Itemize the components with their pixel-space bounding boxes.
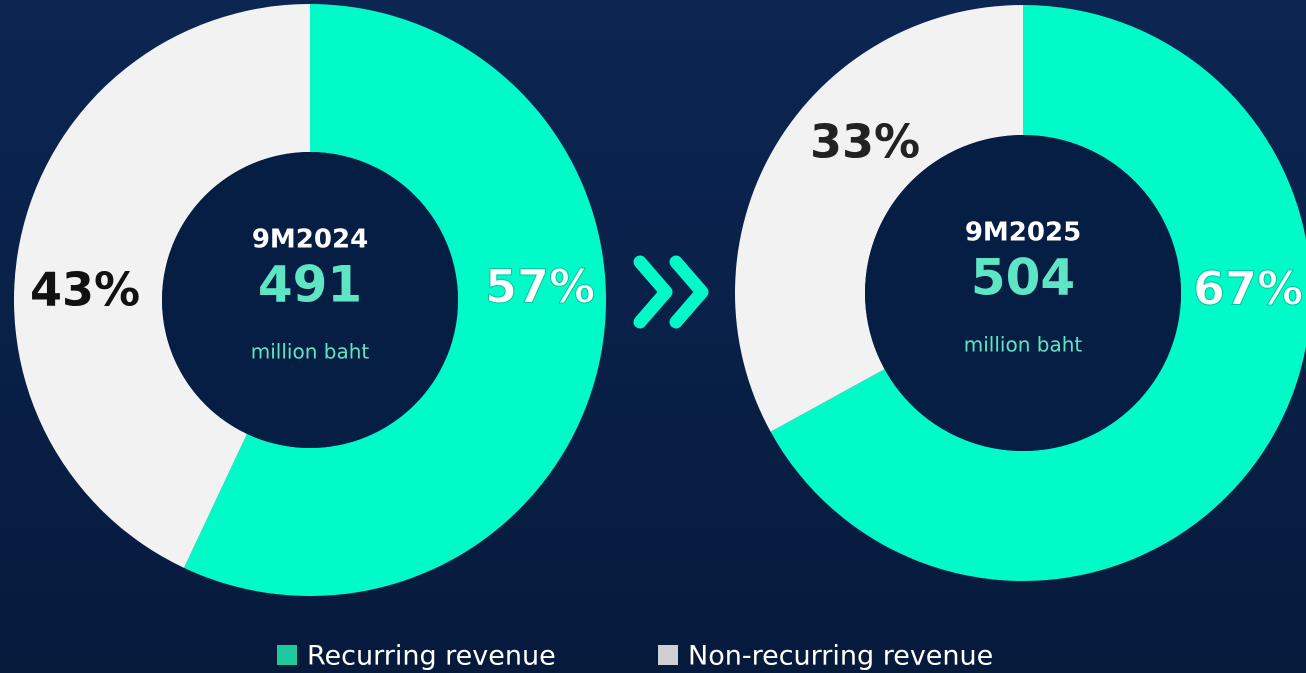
center-total: 491 bbox=[258, 256, 362, 314]
legend-swatch bbox=[277, 645, 297, 665]
value-label: 43% bbox=[30, 263, 140, 317]
arrow-icon bbox=[633, 255, 709, 329]
center-period: 9M2024 bbox=[252, 225, 368, 255]
center-unit: million baht bbox=[251, 340, 370, 364]
legend-swatch bbox=[658, 645, 678, 665]
value-label: 33% bbox=[810, 115, 920, 169]
donut-slice bbox=[183, 4, 606, 596]
center-total: 504 bbox=[971, 249, 1075, 307]
legend-label: Non-recurring revenue bbox=[688, 641, 993, 672]
donut-slice bbox=[735, 5, 1023, 432]
center-period: 9M2025 bbox=[965, 218, 1081, 248]
legend-label: Recurring revenue bbox=[307, 641, 556, 672]
value-label: 57% bbox=[485, 260, 595, 314]
donut-hole bbox=[865, 135, 1181, 451]
donut-slice bbox=[13, 4, 311, 568]
donut-slice bbox=[770, 5, 1306, 581]
donut-hole bbox=[162, 152, 458, 448]
center-unit: million baht bbox=[964, 333, 1083, 357]
value-label: 67% bbox=[1193, 262, 1303, 316]
